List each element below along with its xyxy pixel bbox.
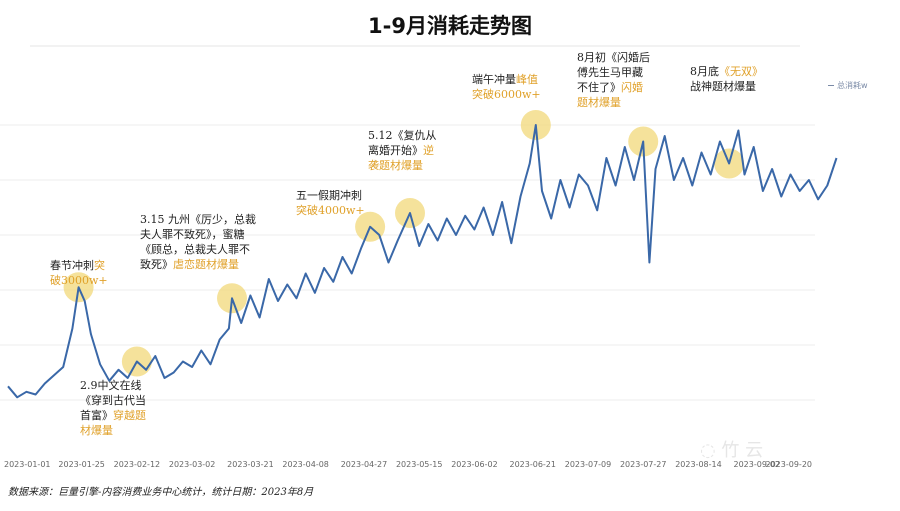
x-tick-label: 2023-06-02	[451, 460, 498, 469]
annotation-line: 突破4000w+	[296, 203, 365, 218]
annotation-text: 《穿到古代当	[80, 394, 146, 407]
x-tick-label: 2023-07-09	[565, 460, 612, 469]
annotation-text: 5.12《复仇从	[368, 129, 437, 142]
annotation-may-day: 五一假期冲刺 突破4000w+	[296, 188, 365, 218]
x-tick-label: 2023-06-21	[509, 460, 556, 469]
annotation-dragon-boat-peak: 端午冲量峰值 突破6000w+	[472, 72, 541, 102]
legend-swatch	[828, 85, 834, 86]
annotation-line: 夫人罪不致死》，蜜糖	[140, 227, 256, 242]
x-tick-label: 2023-01-25	[58, 460, 105, 469]
data-source-note: 数据来源：巨量引擎-内容消费业务中心统计，统计日期：2023年8月	[8, 487, 314, 498]
annotation-text: 《顾总，总裁夫人罪不	[140, 243, 250, 256]
annotation-highlight-text: 闪婚	[621, 81, 643, 94]
annotation-text: 傅先生马甲藏	[577, 66, 643, 79]
annotation-line: 5.12《复仇从	[368, 128, 437, 143]
annotation-line: 离婚开始》逆	[368, 143, 437, 158]
annotation-line: 2.9中文在线	[80, 378, 146, 393]
annotation-text: 8月初《闪婚后	[577, 51, 650, 64]
annotation-line: 材爆量	[80, 423, 146, 438]
annotation-text: 首富》	[80, 409, 113, 422]
series-line	[7, 124, 838, 399]
annotation-highlight-text: 突破6000w+	[472, 88, 541, 101]
x-tick-label: 2023-07-27	[620, 460, 667, 469]
legend: 总消耗w	[828, 80, 868, 91]
annotation-may12-revenge: 5.12《复仇从 离婚开始》逆 袭题材爆量	[368, 128, 437, 173]
x-tick-label: 2023-05-15	[396, 460, 443, 469]
annotation-highlight-text: 突	[94, 259, 105, 272]
annotation-line: 首富》穿越题	[80, 408, 146, 423]
legend-label: 总消耗w	[837, 81, 868, 90]
watermark-logo: ◌ 竹 云	[700, 440, 764, 461]
x-tick-label: 2023-03-21	[227, 460, 274, 469]
annotation-highlight-text: 袭题材爆量	[368, 159, 423, 172]
x-tick-label: 2023-09-20	[766, 460, 813, 469]
chart-title: 1-9月消耗走势图	[368, 14, 532, 38]
x-tick-label: 2023-02-12	[114, 460, 161, 469]
annotation-text: 夫人罪不致死》，蜜糖	[140, 228, 245, 241]
annotation-text: 3.15 九州《厉少，总裁	[140, 213, 256, 226]
annotation-line: 五一假期冲刺	[296, 188, 365, 203]
annotation-line: 《顾总，总裁夫人罪不	[140, 242, 256, 257]
x-tick-label: 2023-09-02	[734, 460, 781, 469]
annotation-mar15-romance: 3.15 九州《厉少，总裁 夫人罪不致死》，蜜糖 《顾总，总裁夫人罪不 致死》虐恋题材…	[140, 212, 256, 272]
annotation-spring-festival: 春节冲刺突 破3000w+	[50, 258, 108, 288]
x-tick-label: 2023-01-01	[4, 460, 51, 469]
annotation-line: 8月初《闪婚后	[577, 50, 650, 65]
annotation-line: 题材爆量	[577, 95, 650, 110]
annotation-highlight-text: 材爆量	[80, 424, 113, 437]
annotation-line: 破3000w+	[50, 273, 108, 288]
annotation-line: 端午冲量峰值	[472, 72, 541, 87]
annotation-text: 不住了》	[577, 81, 621, 94]
annotation-line: 袭题材爆量	[368, 158, 437, 173]
annotation-text: 端午冲量	[472, 73, 516, 86]
annotation-highlight-text: 穿越题	[113, 409, 146, 422]
annotation-line: 8月底《无双》	[690, 64, 763, 79]
annotation-line: 傅先生马甲藏	[577, 65, 650, 80]
x-tick-label: 2023-04-08	[282, 460, 329, 469]
annotation-text: 五一假期冲刺	[296, 189, 362, 202]
annotation-highlight-text: 突破4000w+	[296, 204, 365, 217]
annotation-line: 《穿到古代当	[80, 393, 146, 408]
annotation-line: 3.15 九州《厉少，总裁	[140, 212, 256, 227]
annotation-highlight-text: 破3000w+	[50, 274, 108, 287]
x-tick-label: 2023-08-14	[675, 460, 722, 469]
annotation-line: 突破6000w+	[472, 87, 541, 102]
annotation-feb9-time-travel: 2.9中文在线 《穿到古代当 首富》穿越题 材爆量	[80, 378, 146, 438]
annotation-highlight-text: 峰值	[516, 73, 538, 86]
annotation-text: 战神题材爆量	[690, 80, 756, 93]
annotation-text: 2.9中文在线	[80, 379, 142, 392]
annotation-highlight-text: 《无双》	[719, 65, 763, 78]
annotation-highlight-text: 逆	[423, 144, 434, 157]
annotation-line: 不住了》闪婚	[577, 80, 650, 95]
annotation-aug-flash-marriage: 8月初《闪婚后 傅先生马甲藏 不住了》闪婚 题材爆量	[577, 50, 650, 110]
annotation-text: 离婚开始》	[368, 144, 423, 157]
x-tick-label: 2023-03-02	[169, 460, 216, 469]
x-tick-label: 2023-04-27	[341, 460, 388, 469]
annotation-text: 8月底	[690, 65, 719, 78]
annotation-line: 致死》虐恋题材爆量	[140, 257, 256, 272]
annotation-text: 致死》	[140, 258, 173, 271]
annotation-line: 春节冲刺突	[50, 258, 108, 273]
annotation-highlight-text: 题材爆量	[577, 96, 621, 109]
annotation-highlight-text: 虐恋题材爆量	[173, 258, 239, 271]
annotation-text: 春节冲刺	[50, 259, 94, 272]
annotation-aug-end-war-god: 8月底《无双》 战神题材爆量	[690, 64, 763, 94]
annotation-line: 战神题材爆量	[690, 79, 763, 94]
